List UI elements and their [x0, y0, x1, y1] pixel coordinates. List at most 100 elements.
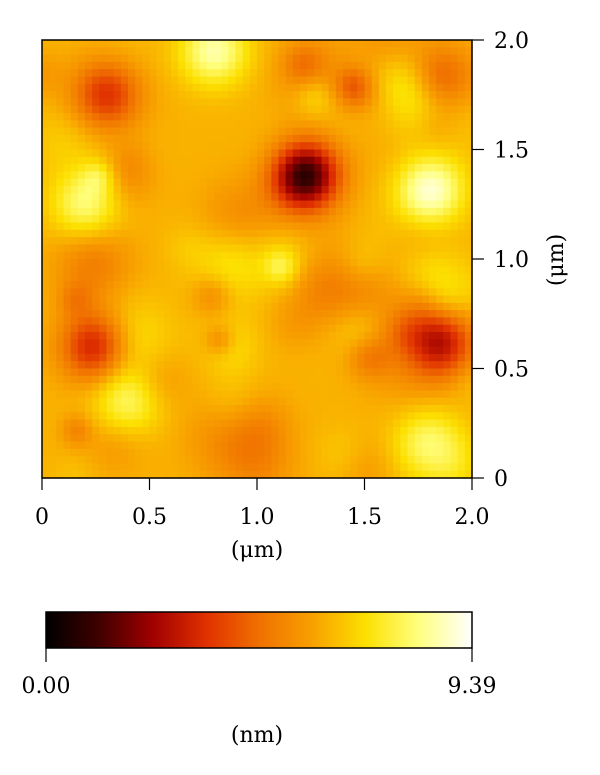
heatmap-cell — [63, 375, 72, 384]
heatmap-cell — [350, 229, 358, 238]
heatmap-cell — [257, 302, 265, 311]
heatmap-cell — [429, 448, 437, 457]
heatmap-cell — [242, 142, 251, 151]
heatmap-cell — [199, 419, 208, 428]
heatmap-cell — [414, 266, 423, 275]
heatmap-cell — [49, 280, 57, 289]
heatmap-cell — [328, 368, 337, 377]
heatmap-cell — [235, 419, 244, 428]
heatmap-cell — [357, 280, 366, 289]
heatmap-cell — [407, 441, 416, 450]
heatmap-cell — [113, 142, 122, 151]
heatmap-cell — [163, 251, 172, 260]
heatmap-cell — [128, 426, 136, 435]
heatmap-cell — [199, 142, 208, 151]
heatmap-cell — [264, 207, 272, 216]
heatmap-cell — [335, 222, 344, 231]
heatmap-cell — [214, 324, 222, 333]
heatmap-cell — [113, 397, 122, 406]
heatmap-cell — [257, 171, 265, 180]
heatmap-cell — [464, 200, 473, 209]
heatmap-cell — [328, 390, 337, 399]
heatmap-cell — [206, 310, 215, 318]
heatmap-cell — [142, 237, 151, 245]
heatmap-cell — [99, 164, 108, 172]
heatmap-cell — [414, 237, 423, 245]
heatmap-cell — [271, 368, 280, 377]
heatmap-cell — [292, 346, 301, 355]
heatmap-cell — [300, 324, 308, 333]
heatmap-cell — [171, 266, 179, 275]
heatmap-cell — [285, 229, 294, 238]
heatmap-cell — [393, 397, 401, 406]
heatmap-cell — [85, 178, 93, 187]
heatmap-cell — [199, 164, 208, 172]
heatmap-cell — [142, 61, 151, 70]
heatmap-cell — [56, 368, 65, 377]
heatmap-cell — [257, 353, 265, 362]
heatmap-cell — [42, 61, 50, 70]
heatmap-cell — [99, 324, 108, 333]
heatmap-cell — [42, 156, 50, 165]
heatmap-cell — [228, 61, 237, 70]
heatmap-cell — [178, 448, 186, 457]
heatmap-cell — [400, 463, 409, 472]
heatmap-cell — [92, 259, 100, 267]
heatmap-cell — [278, 105, 287, 114]
heatmap-cell — [307, 259, 315, 267]
heatmap-cell — [457, 324, 466, 333]
heatmap-cell — [113, 186, 122, 194]
x-tick-label: 1.0 — [240, 505, 275, 530]
heatmap-cell — [49, 40, 57, 48]
heatmap-cell — [429, 426, 437, 435]
heatmap-cell — [271, 383, 280, 391]
heatmap-cell — [206, 441, 215, 450]
heatmap-cell — [414, 295, 423, 304]
heatmap-cell — [393, 193, 401, 202]
heatmap-cell — [63, 361, 72, 370]
heatmap-cell — [235, 448, 244, 457]
heatmap-cell — [142, 193, 151, 202]
heatmap-cell — [156, 186, 165, 194]
heatmap-cell — [56, 222, 65, 231]
heatmap-cell — [464, 353, 473, 362]
heatmap-cell — [120, 54, 129, 63]
heatmap-cell — [156, 456, 165, 464]
heatmap-cell — [56, 266, 65, 275]
heatmap-cell — [400, 251, 409, 260]
heatmap-cell — [378, 339, 387, 348]
heatmap-cell — [414, 310, 423, 318]
heatmap-cell — [443, 317, 452, 326]
heatmap-cell — [300, 332, 308, 340]
heatmap-cell — [92, 193, 100, 202]
heatmap-cell — [328, 273, 337, 282]
heatmap-cell — [407, 353, 416, 362]
heatmap-cell — [228, 405, 237, 413]
heatmap-cell — [407, 186, 416, 194]
colorbar — [45, 611, 473, 649]
heatmap-cell — [264, 171, 272, 180]
heatmap-cell — [371, 353, 380, 362]
heatmap-cell — [113, 332, 122, 340]
heatmap-cell — [457, 113, 466, 121]
heatmap-cell — [156, 171, 165, 180]
heatmap-cell — [235, 470, 244, 479]
heatmap-cell — [350, 288, 358, 297]
heatmap-cell — [99, 419, 108, 428]
heatmap-cell — [214, 251, 222, 260]
heatmap-cell — [285, 353, 294, 362]
heatmap-cell — [271, 259, 280, 267]
heatmap-cell — [264, 237, 272, 245]
heatmap-cell — [235, 288, 244, 297]
heatmap-cell — [371, 142, 380, 151]
heatmap-cell — [214, 164, 222, 172]
heatmap-cell — [63, 237, 72, 245]
heatmap-cell — [70, 251, 79, 260]
heatmap-cell — [214, 339, 222, 348]
heatmap-cell — [278, 434, 287, 443]
heatmap-cell — [292, 40, 301, 48]
heatmap-cell — [443, 441, 452, 450]
heatmap-cell — [171, 412, 179, 421]
heatmap-cell — [214, 280, 222, 289]
heatmap-cell — [307, 222, 315, 231]
